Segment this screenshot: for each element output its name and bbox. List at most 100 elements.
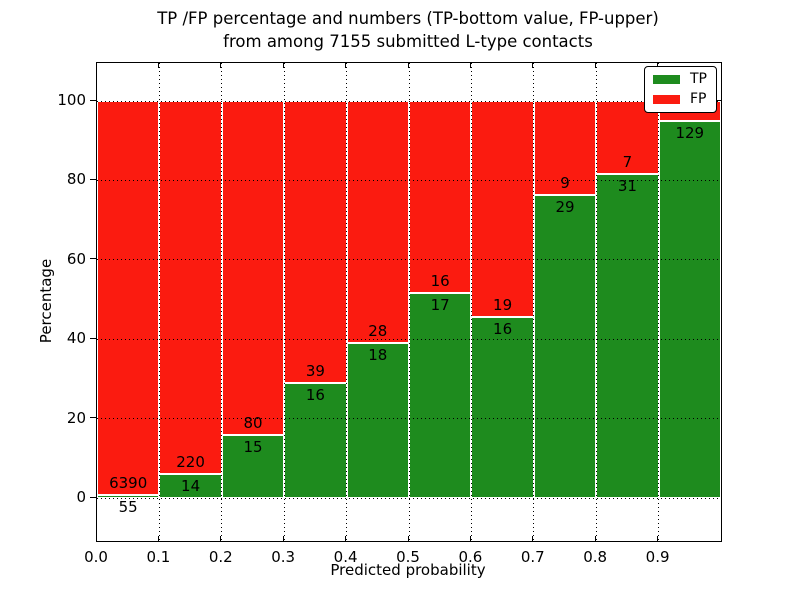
x-tick-label: 0.2 bbox=[208, 548, 233, 566]
x-tick-bottom bbox=[594, 536, 596, 541]
tp-count-label: 18 bbox=[368, 345, 388, 364]
x-tick-label: 0.5 bbox=[396, 548, 420, 566]
bar-segment-fp bbox=[533, 101, 597, 195]
chart-title: TP /FP percentage and numbers (TP-bottom… bbox=[96, 8, 720, 54]
fp-count-label: 9 bbox=[560, 174, 570, 192]
bar-segment-tp bbox=[159, 474, 222, 498]
legend-item-fp: FP bbox=[653, 92, 707, 106]
y-tick-left bbox=[90, 99, 96, 101]
y-tick-left bbox=[90, 258, 96, 260]
bar-segment-fp bbox=[346, 101, 409, 343]
x-tick-bottom bbox=[345, 536, 347, 541]
bar-segment-fp bbox=[97, 101, 160, 495]
x-tick-label: 0.1 bbox=[146, 548, 171, 566]
bar-segment-fp bbox=[596, 101, 659, 175]
vertical-gridline bbox=[595, 63, 597, 541]
x-tick-top bbox=[345, 63, 347, 68]
horizontal-gridline bbox=[97, 338, 721, 340]
x-tick-label: 0.3 bbox=[271, 548, 296, 566]
horizontal-gridline bbox=[97, 418, 721, 420]
tp-count-label: 31 bbox=[617, 177, 637, 196]
bar-segment-fp bbox=[221, 101, 285, 436]
tp-count-label: 14 bbox=[181, 477, 201, 496]
bar-segment-tp bbox=[596, 174, 659, 498]
tp-count-label: 16 bbox=[493, 319, 513, 338]
bar-segment-tp bbox=[409, 293, 472, 498]
x-tick-bottom bbox=[469, 536, 471, 541]
x-tick-bottom bbox=[95, 536, 97, 541]
fp-count-label: 6390 bbox=[109, 473, 148, 492]
fp-count-label: 39 bbox=[305, 361, 325, 380]
y-tick-label: 60 bbox=[66, 249, 86, 268]
x-tick-top bbox=[407, 63, 409, 68]
y-tick-label: 0 bbox=[76, 488, 86, 506]
fp-count-label: 16 bbox=[430, 272, 450, 291]
bar-segment-tp bbox=[346, 342, 409, 498]
legend-label-fp: FP bbox=[690, 91, 707, 107]
y-tick-label: 20 bbox=[66, 408, 86, 427]
x-tick-bottom bbox=[407, 536, 409, 541]
bar-segment-fp bbox=[284, 101, 347, 383]
chart-title-line2: from among 7155 submitted L-type contact… bbox=[223, 31, 593, 51]
tp-count-label: 16 bbox=[305, 385, 325, 404]
legend-item-tp: TP bbox=[653, 72, 707, 86]
x-tick-label: 0.4 bbox=[333, 548, 358, 566]
bar-segment-fp bbox=[471, 101, 534, 317]
x-tick-top bbox=[157, 63, 159, 68]
x-tick-label: 0.6 bbox=[458, 548, 483, 566]
tp-count-label: 15 bbox=[243, 438, 263, 457]
legend-swatch-tp-icon bbox=[653, 74, 680, 84]
x-tick-bottom bbox=[157, 536, 159, 541]
fp-count-label: 7 bbox=[622, 153, 633, 172]
bar-segment-tp bbox=[284, 382, 347, 498]
vertical-gridline bbox=[346, 63, 348, 541]
horizontal-gridline bbox=[97, 497, 721, 499]
x-tick-label: 0.8 bbox=[583, 548, 608, 566]
fp-count-label: 220 bbox=[176, 453, 205, 472]
y-tick-left bbox=[90, 496, 96, 498]
legend-swatch-fp-icon bbox=[653, 94, 680, 104]
y-tick-label: 40 bbox=[66, 329, 86, 348]
chart-title-line1: TP /FP percentage and numbers (TP-bottom… bbox=[157, 9, 659, 28]
tp-count-label: 17 bbox=[430, 296, 450, 315]
legend: TP FP bbox=[644, 66, 717, 113]
x-tick-top bbox=[657, 63, 659, 68]
x-tick-label: 0.7 bbox=[520, 548, 545, 566]
x-tick-label: 0.0 bbox=[84, 548, 108, 566]
vertical-gridline bbox=[533, 63, 535, 541]
y-tick-label: 80 bbox=[66, 170, 86, 189]
y-tick-left bbox=[90, 337, 96, 339]
fp-count-label: 80 bbox=[243, 414, 263, 433]
x-tick-top bbox=[532, 63, 534, 68]
bar-segment-tp bbox=[471, 316, 534, 498]
fp-count-label: 19 bbox=[493, 295, 513, 314]
horizontal-gridline bbox=[97, 100, 721, 102]
x-tick-top bbox=[220, 63, 222, 68]
x-tick-bottom bbox=[282, 536, 284, 541]
x-tick-top bbox=[282, 63, 284, 68]
bar-segment-fp bbox=[409, 101, 472, 294]
vertical-gridline bbox=[283, 63, 285, 541]
tp-count-label: 129 bbox=[675, 124, 705, 143]
fp-count-label: 28 bbox=[368, 321, 388, 340]
vertical-gridline bbox=[221, 63, 223, 541]
y-tick-left bbox=[90, 178, 96, 180]
x-tick-bottom bbox=[657, 536, 659, 541]
plot-area: TP FP 6390 55 220 14 80 15 39 16 28 18 16 17 19 16 9 29… bbox=[96, 62, 722, 542]
y-tick-right bbox=[716, 99, 721, 101]
x-tick-bottom bbox=[220, 536, 222, 541]
horizontal-gridline bbox=[97, 179, 721, 181]
tp-count-label: 55 bbox=[118, 497, 138, 516]
vertical-gridline bbox=[658, 63, 660, 541]
legend-label-tp: TP bbox=[690, 71, 707, 87]
x-tick-top bbox=[95, 63, 97, 68]
x-axis-label: Predicted probability bbox=[330, 561, 486, 579]
y-tick-label: 100 bbox=[57, 91, 86, 109]
bar-segment-fp bbox=[159, 101, 222, 475]
bar-segment-tp bbox=[658, 121, 721, 498]
x-tick-top bbox=[469, 63, 471, 68]
vertical-gridline bbox=[408, 63, 410, 541]
bar-segment-tp bbox=[533, 195, 597, 498]
x-tick-bottom bbox=[532, 536, 534, 541]
